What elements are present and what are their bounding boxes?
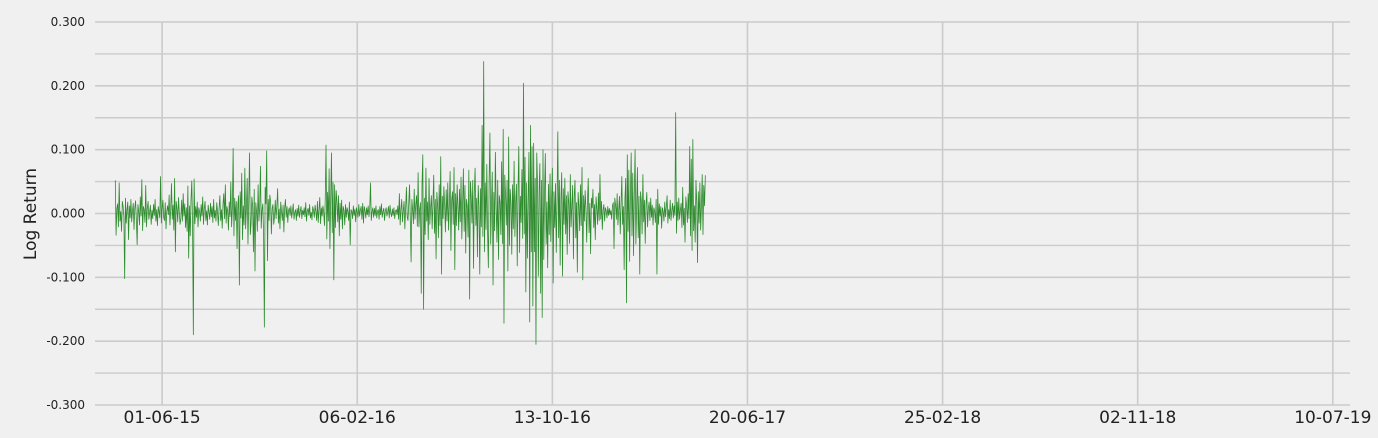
series-layer (114, 61, 706, 345)
x-tick-label-5: 02-11-18 (1099, 408, 1176, 428)
y-major-grid (95, 21, 1350, 406)
y-tick-labels: -0.300 -0.200 -0.100 0.000 0.100 0.200 0.300 (46, 15, 85, 412)
y-tick-label-2: -0.100 (46, 270, 85, 284)
x-tick-label-6: 10-07-19 (1294, 408, 1371, 428)
y-tick-label-4: 0.100 (51, 143, 85, 157)
x-tick-label-2: 13-10-16 (514, 408, 591, 428)
x-tick-labels: 01-06-15 06-02-16 13-10-16 20-06-17 25-02-18… (124, 408, 1372, 428)
log-return-series-line-0 (114, 61, 706, 345)
x-tick-label-4: 25-02-18 (904, 408, 981, 428)
y-tick-label-0: -0.300 (46, 398, 85, 412)
y-tick-label-5: 0.200 (51, 79, 85, 93)
y-tick-label-1: -0.200 (46, 334, 85, 348)
x-tick-label-0: 01-06-15 (124, 408, 201, 428)
x-tick-label-3: 20-06-17 (709, 408, 786, 428)
y-axis-label: Log Return (21, 168, 41, 260)
y-tick-label-6: 0.300 (51, 15, 85, 29)
y-minor-grid (95, 53, 1350, 374)
x-tick-label-1: 06-02-16 (319, 408, 396, 428)
y-tick-label-3: 0.000 (51, 207, 85, 221)
